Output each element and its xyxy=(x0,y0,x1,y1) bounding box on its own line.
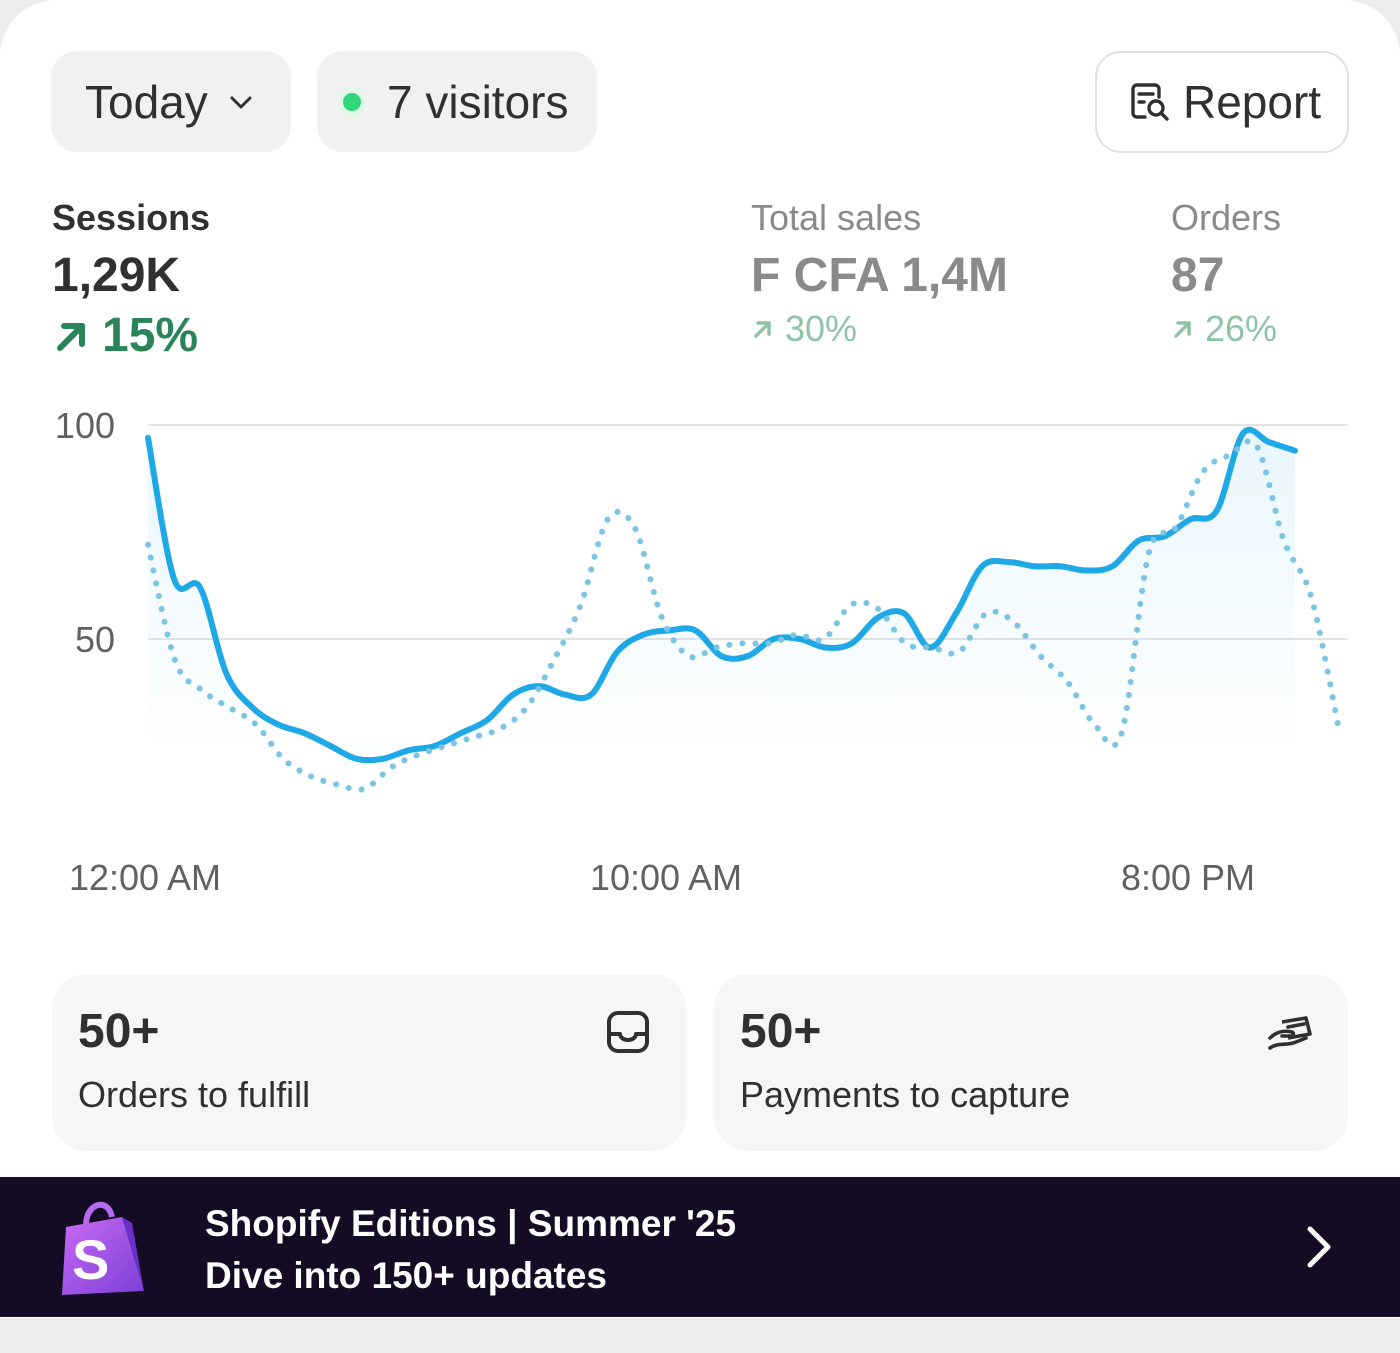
banner-subtitle: Dive into 150+ updates xyxy=(205,1255,607,1296)
inbox-icon xyxy=(607,1011,649,1053)
metric-label: Total sales xyxy=(751,197,922,238)
metric-sessions[interactable]: Sessions 1,29K 15% xyxy=(52,196,210,363)
x-tick-label: 8:00 PM xyxy=(1121,857,1255,898)
svg-text:S: S xyxy=(72,1228,109,1291)
tile-label: Payments to capture xyxy=(740,1074,1071,1115)
metric-label: Orders xyxy=(1171,197,1282,238)
payments-to-capture-tile[interactable]: 50+ Payments to capture xyxy=(714,974,1348,1151)
x-tick-label: 12:00 AM xyxy=(69,857,221,898)
metric-change: 30% xyxy=(751,308,1008,350)
x-tick-label: 10:00 AM xyxy=(590,857,742,898)
metric-value: 87 xyxy=(1171,249,1225,302)
report-label: Report xyxy=(1183,76,1322,128)
metric-value: F CFA 1,4M xyxy=(751,249,1008,302)
orders-to-fulfill-tile[interactable]: 50+ Orders to fulfill xyxy=(52,974,686,1151)
date-range-label: Today xyxy=(85,75,208,128)
tile-label: Orders to fulfill xyxy=(78,1074,311,1115)
metric-change-value: 26% xyxy=(1205,308,1278,349)
series-line-current[interactable] xyxy=(145,426,1298,764)
chevron-down-icon xyxy=(230,96,252,108)
metric-change-value: 30% xyxy=(785,308,858,349)
analytics-card: Today 7 visitors Report Sessions 1,29K 1… xyxy=(0,0,1400,1318)
metric-change-value: 15% xyxy=(102,309,199,362)
sessions-chart[interactable]: 100 50 12:00 AM 10:00 AM 8:00 PM xyxy=(0,390,1400,930)
arrow-up-right-icon xyxy=(754,321,771,338)
live-visitors-label: 7 visitors xyxy=(387,75,569,128)
series-area xyxy=(148,429,1295,761)
y-tick-label: 100 xyxy=(55,405,115,446)
metric-label: Sessions xyxy=(52,197,211,238)
report-search-icon xyxy=(1131,83,1169,121)
metric-orders[interactable]: Orders 87 26% xyxy=(1171,196,1281,350)
metric-value: 1,29K xyxy=(52,249,181,302)
shopify-bag-icon: S xyxy=(62,1201,144,1295)
editions-banner[interactable]: S Shopify Editions | Summer '25 Dive int… xyxy=(0,1177,1400,1317)
metric-total-sales[interactable]: Total sales F CFA 1,4M 30% xyxy=(751,196,1008,350)
live-visitors-button[interactable]: 7 visitors xyxy=(317,51,597,152)
metric-change: 26% xyxy=(1171,308,1281,350)
report-button[interactable]: Report xyxy=(1095,51,1349,153)
date-range-selector[interactable]: Today xyxy=(51,51,291,152)
chevron-right-icon xyxy=(1307,1226,1331,1268)
tile-count: 50+ xyxy=(740,1005,822,1058)
live-indicator-icon xyxy=(343,92,361,111)
arrow-up-right-icon xyxy=(1174,321,1191,338)
cash-hand-icon xyxy=(1268,1016,1312,1050)
metric-change: 15% xyxy=(52,308,210,363)
y-tick-label: 50 xyxy=(75,619,115,660)
series-line-comparison[interactable] xyxy=(145,438,1341,793)
tile-count: 50+ xyxy=(78,1005,160,1058)
arrow-up-right-icon xyxy=(57,322,85,351)
banner-title: Shopify Editions | Summer '25 xyxy=(205,1203,737,1244)
